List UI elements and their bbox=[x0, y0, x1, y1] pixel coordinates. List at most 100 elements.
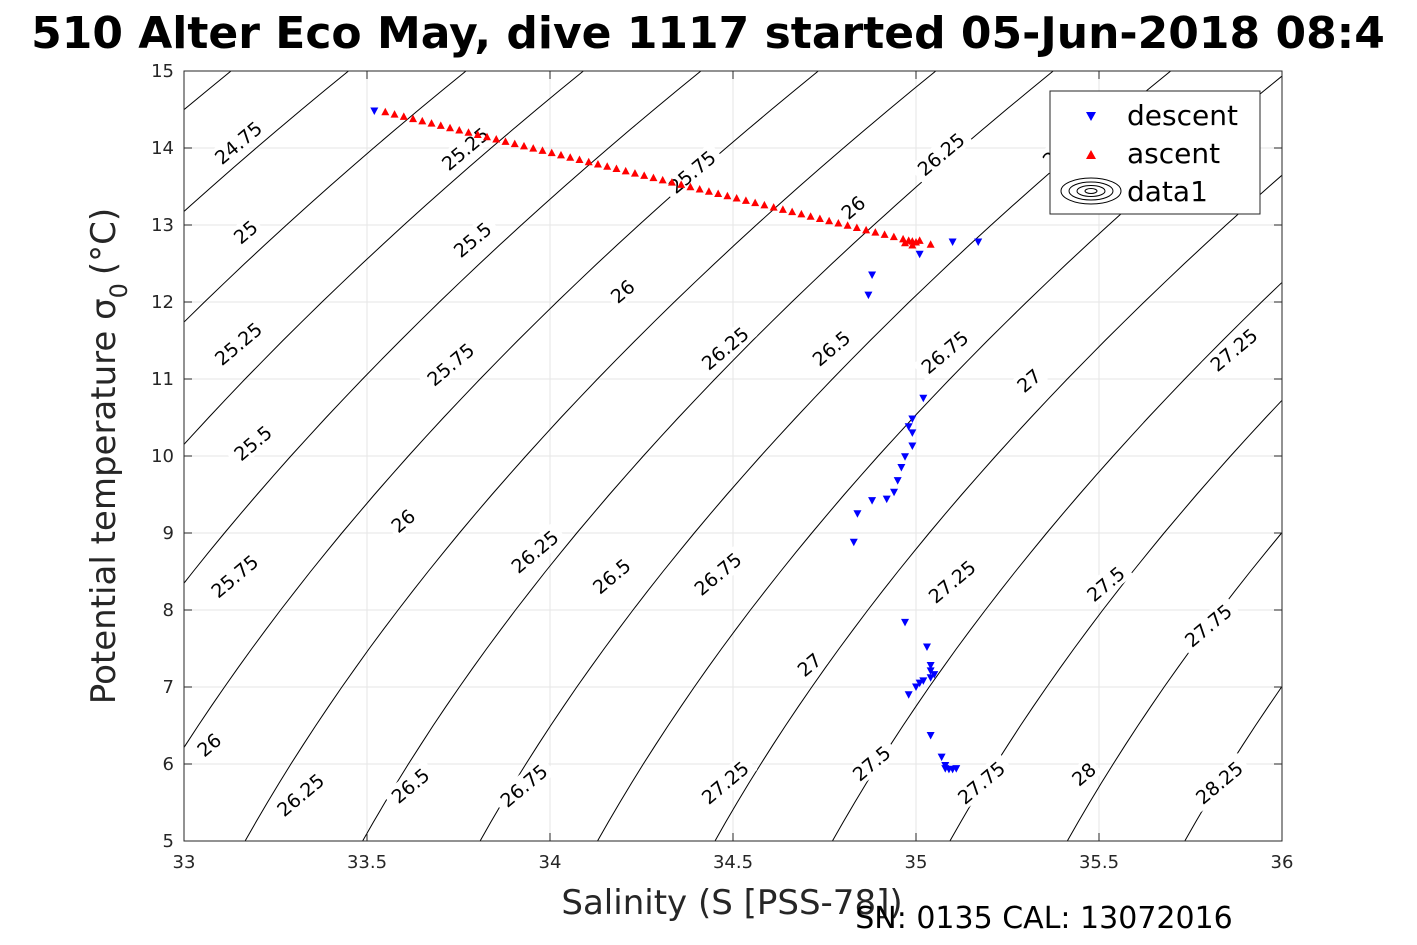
ascent-point bbox=[667, 178, 676, 186]
descent-point bbox=[919, 394, 928, 403]
x-tick-label: 34 bbox=[539, 852, 562, 873]
density-contour-line bbox=[184, 71, 584, 446]
density-contour-line bbox=[184, 71, 467, 323]
descent-point bbox=[882, 495, 891, 504]
contour-label-background bbox=[491, 756, 556, 816]
ascent-point bbox=[640, 171, 649, 179]
descent-point bbox=[901, 618, 910, 627]
contour-label-background bbox=[949, 753, 1014, 813]
descent-point bbox=[952, 765, 961, 773]
density-contour-line bbox=[184, 71, 702, 584]
ascent-point bbox=[806, 212, 815, 220]
ascent-point bbox=[797, 209, 806, 218]
ascent-point bbox=[704, 187, 713, 195]
contour-label-background bbox=[790, 646, 829, 684]
ascent-point bbox=[603, 162, 612, 170]
descent-series bbox=[370, 107, 983, 774]
contour-label-group: 27.5 bbox=[843, 737, 900, 790]
x-tick-label: 33 bbox=[173, 852, 196, 873]
contour-label-background bbox=[692, 753, 758, 813]
descent-point bbox=[926, 661, 935, 670]
ascent-point bbox=[399, 112, 408, 120]
descent-point bbox=[937, 753, 946, 762]
ascent-point bbox=[908, 241, 917, 249]
ascent-point bbox=[446, 123, 455, 132]
contour-label-background bbox=[1201, 320, 1266, 380]
ascent-point bbox=[593, 160, 602, 168]
y-tick-label: 6 bbox=[163, 754, 174, 775]
y-axis-label: Potential temperature σ0 (°C) bbox=[84, 208, 133, 704]
descent-point bbox=[908, 442, 917, 450]
ascent-point bbox=[769, 203, 778, 211]
ascent-point bbox=[473, 130, 482, 139]
contour-label-background bbox=[206, 314, 271, 374]
ascent-point bbox=[686, 182, 695, 191]
x-tick-label: 33.5 bbox=[347, 852, 387, 873]
ascent-point bbox=[695, 184, 704, 193]
descent-point bbox=[908, 415, 917, 424]
y-tick-label: 9 bbox=[163, 523, 174, 544]
ascent-point bbox=[723, 191, 732, 200]
ascent-point bbox=[436, 121, 445, 129]
descent-point bbox=[864, 291, 873, 300]
descent-point bbox=[926, 732, 935, 740]
y-axis-ticks: 5 6 7 8 9 10 11 12 13 14 15 bbox=[151, 61, 1282, 852]
contour-label-background bbox=[1009, 362, 1048, 399]
ascent-point bbox=[834, 219, 843, 227]
ascent-point bbox=[464, 128, 473, 136]
contour-label-background bbox=[226, 213, 265, 251]
ascent-point bbox=[904, 236, 913, 244]
x-axis-label: Salinity (S [PSS-78]) bbox=[561, 883, 902, 923]
density-contour-line bbox=[479, 71, 1172, 841]
ascent-point bbox=[815, 214, 824, 222]
density-contour-line bbox=[184, 71, 819, 749]
descent-point bbox=[853, 510, 862, 518]
descent-point bbox=[922, 643, 931, 651]
contour-label-background bbox=[1186, 753, 1252, 813]
descent-point bbox=[919, 677, 928, 685]
legend-data1-contour-icon bbox=[1060, 177, 1122, 205]
ascent-point bbox=[501, 137, 510, 145]
ascent-point bbox=[621, 166, 630, 175]
contour-label-background bbox=[206, 113, 271, 173]
y-tick-label: 8 bbox=[163, 600, 174, 621]
contour-label-background bbox=[685, 544, 750, 604]
ascent-point bbox=[862, 225, 871, 234]
contour-label-background bbox=[1077, 558, 1134, 610]
ascent-point bbox=[751, 198, 760, 207]
descent-point bbox=[901, 453, 910, 461]
ascent-point bbox=[901, 238, 910, 247]
x-tick-label: 35.5 bbox=[1079, 852, 1119, 873]
contour-label-background bbox=[202, 546, 267, 606]
y-axis-label-unit: (°C) bbox=[84, 208, 124, 275]
ascent-point bbox=[566, 153, 575, 161]
contour-label-background bbox=[692, 318, 758, 378]
ascent-point bbox=[658, 175, 667, 184]
contour-label-background bbox=[583, 550, 640, 602]
ascent-point bbox=[483, 132, 492, 141]
x-axis-ticks: 33 33.5 34 34.5 35 35.5 36 bbox=[173, 71, 1293, 873]
contour-label-background bbox=[659, 142, 725, 202]
ascent-point bbox=[677, 180, 686, 188]
descent-point bbox=[897, 464, 906, 472]
density-contour-line bbox=[831, 281, 1282, 841]
ascent-point bbox=[547, 148, 556, 157]
legend[interactable]: descent ascent data1 bbox=[1049, 90, 1261, 215]
descent-point bbox=[893, 477, 902, 485]
descent-point bbox=[868, 497, 877, 505]
x-tick-label: 35 bbox=[905, 852, 928, 873]
contour-label-background bbox=[502, 522, 567, 582]
y-tick-label: 11 bbox=[151, 369, 174, 390]
ascent-point bbox=[649, 173, 658, 182]
y-tick-label: 15 bbox=[151, 61, 174, 82]
x-tick-label: 34.5 bbox=[713, 852, 753, 873]
descent-point bbox=[915, 250, 924, 259]
ascent-point bbox=[612, 164, 621, 173]
descent-point bbox=[930, 671, 939, 679]
contour-label-background bbox=[268, 765, 333, 825]
contour-label-background bbox=[803, 322, 859, 375]
ascent-point bbox=[741, 196, 750, 204]
contour-label-background bbox=[418, 334, 483, 394]
density-contour-line bbox=[362, 71, 1054, 841]
ascent-point bbox=[788, 207, 797, 216]
